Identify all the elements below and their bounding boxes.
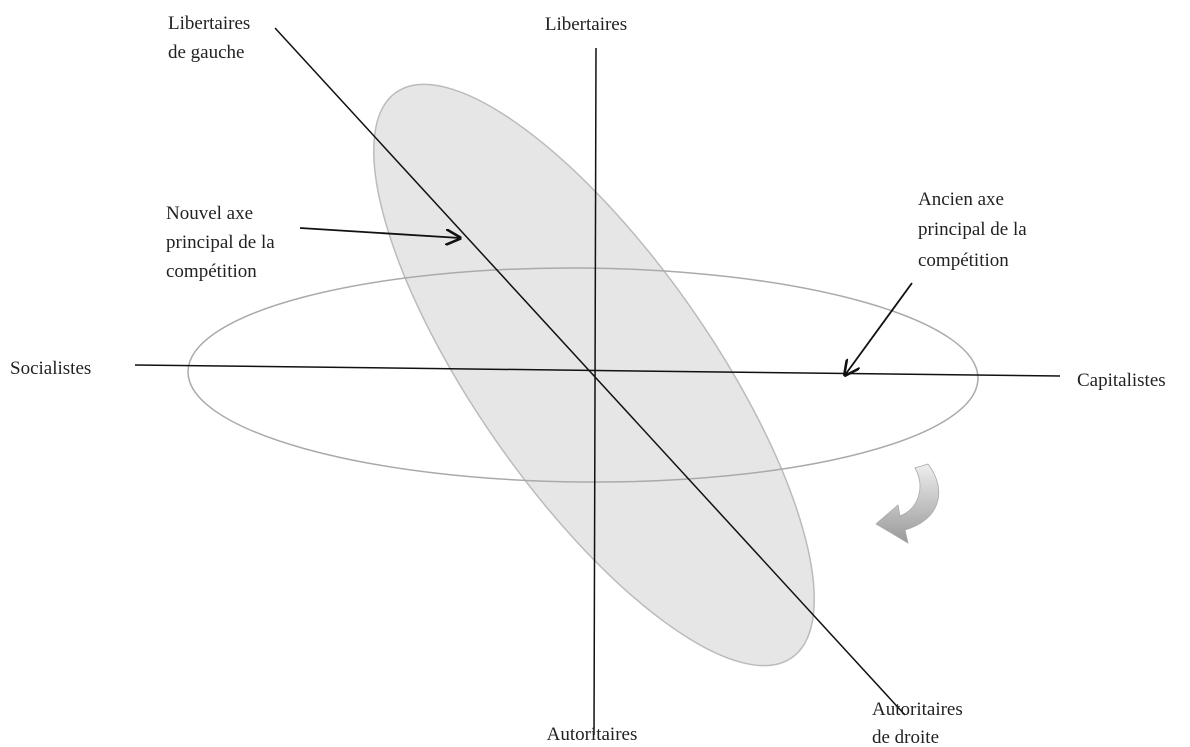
label-new-axis: compétition <box>166 261 257 282</box>
label-old-axis: compétition <box>918 250 1009 271</box>
label-bottom-right: Autoritaires <box>872 699 963 720</box>
label-right: Capitalistes <box>1077 370 1166 391</box>
vertical-axis <box>593 47 597 736</box>
rotation-arrow <box>875 463 940 544</box>
old-axis-arrow <box>845 282 913 375</box>
label-new-axis: principal de la <box>166 232 275 253</box>
old-ellipse <box>187 267 979 483</box>
diagonal-axis <box>274 27 906 716</box>
horizontal-axis <box>134 364 1061 377</box>
label-bottom: Autoritaires <box>547 724 638 745</box>
new-axis-arrow <box>299 227 460 238</box>
label-top-left: de gauche <box>168 42 244 63</box>
label-top: Libertaires <box>545 14 627 35</box>
label-new-axis: Nouvel axe <box>166 203 253 224</box>
label-old-axis: Ancien axe <box>918 189 1004 210</box>
label-bottom-right: de droite <box>872 727 939 747</box>
label-left: Socialistes <box>10 358 91 379</box>
label-top-left: Libertaires <box>168 13 250 34</box>
label-old-axis: principal de la <box>918 219 1027 240</box>
